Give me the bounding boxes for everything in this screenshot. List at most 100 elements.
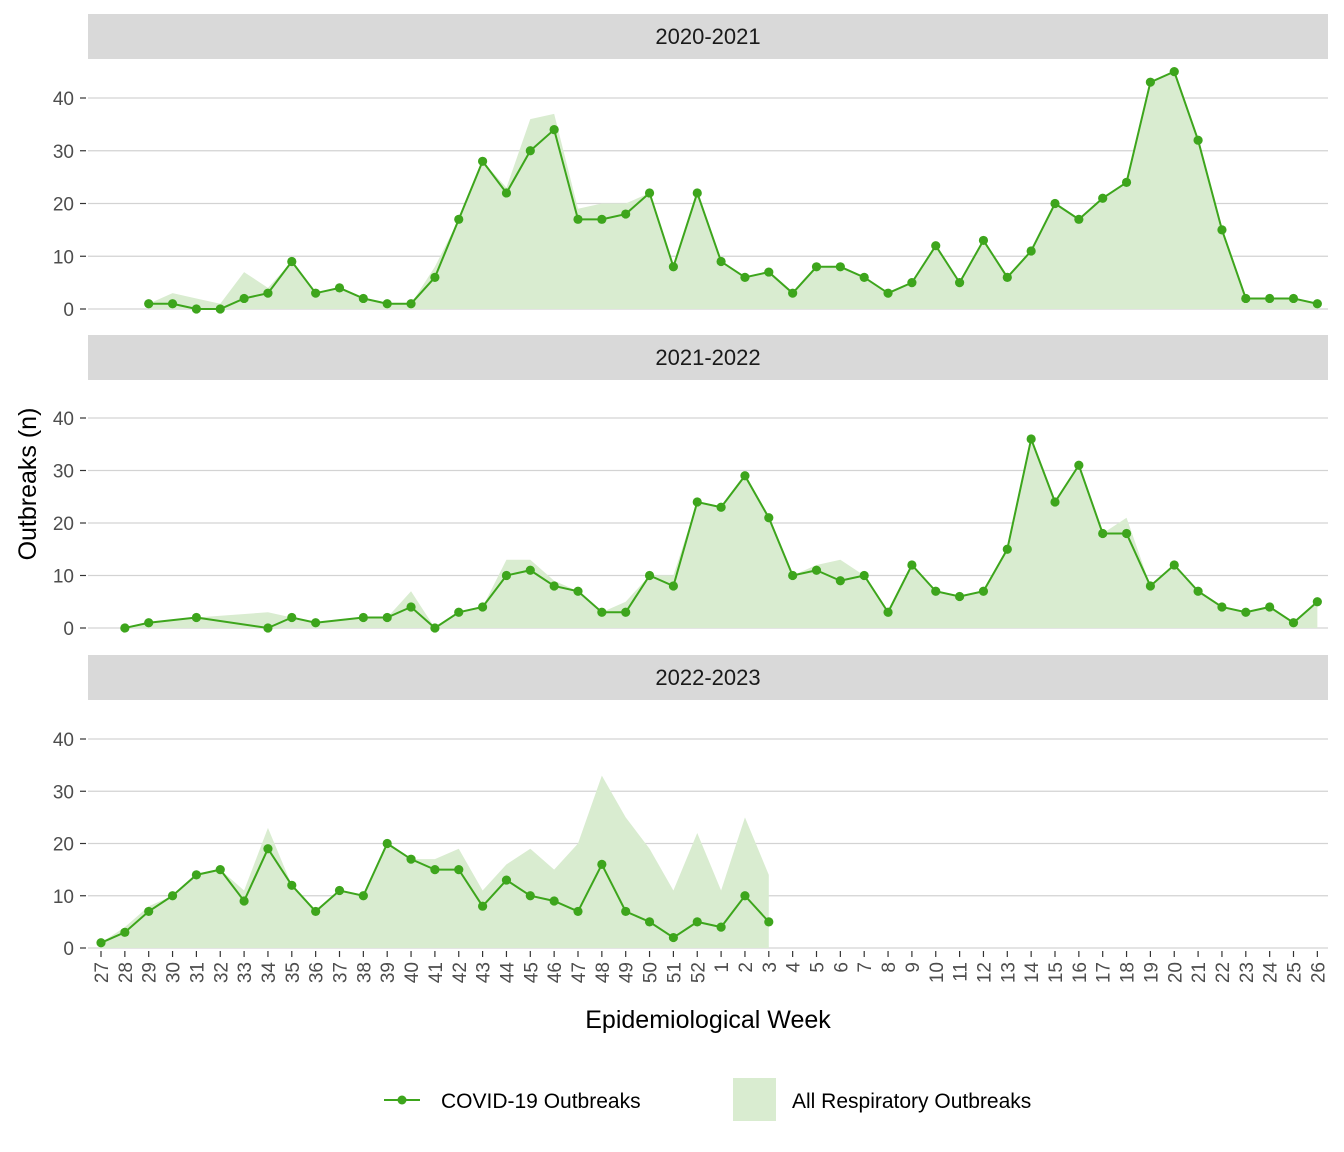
covid-point-week-13 (1002, 544, 1012, 554)
covid-point-week-42 (454, 607, 464, 617)
covid-point-week-26 (1312, 299, 1322, 309)
y-tick-label: 20 (53, 514, 74, 535)
facet-panels: 2020-20210102030402021-20220102030402022… (53, 14, 1328, 960)
covid-point-week-23 (1241, 293, 1251, 304)
covid-point-week-8 (883, 288, 893, 298)
y-tick-label: 40 (53, 409, 74, 430)
covid-point-week-27 (96, 938, 106, 948)
covid-point-week-39 (382, 838, 392, 849)
x-tick-label: 33 (235, 962, 256, 983)
covid-point-week-15 (1050, 198, 1060, 209)
covid-point-week-33 (239, 896, 249, 906)
covid-point-week-48 (597, 859, 607, 870)
covid-point-week-14 (1026, 246, 1036, 256)
facet-strip (88, 655, 1328, 700)
y-tick-label: 40 (53, 89, 74, 110)
covid-point-week-43 (478, 901, 488, 911)
covid-point-week-47 (573, 586, 583, 596)
legend-label-all-respiratory: All Respiratory Outbreaks (792, 1090, 1031, 1113)
covid-point-week-31 (191, 304, 201, 314)
covid-point-week-17 (1098, 193, 1108, 203)
covid-point-week-18 (1121, 528, 1132, 539)
x-tick-label: 46 (545, 962, 566, 983)
x-tick-label: 32 (211, 962, 232, 983)
covid-point-week-29 (144, 906, 154, 917)
covid-point-week-36 (311, 618, 321, 628)
covid-point-week-30 (167, 299, 178, 309)
x-tick-label: 8 (879, 962, 900, 973)
covid-point-week-39 (382, 612, 392, 623)
covid-point-week-37 (334, 283, 345, 293)
covid-point-week-5 (811, 262, 822, 272)
covid-point-week-34 (263, 623, 273, 633)
covid-point-week-8 (883, 607, 893, 617)
covid-point-week-51 (668, 581, 679, 591)
covid-point-week-50 (644, 188, 655, 198)
covid-point-week-41 (430, 272, 440, 282)
x-tick-label: 34 (259, 962, 280, 984)
x-tick-label: 35 (283, 962, 304, 983)
x-tick-label: 6 (831, 962, 852, 973)
y-tick-label: 20 (53, 835, 74, 856)
x-tick-label: 3 (760, 962, 781, 973)
covid-point-week-51 (668, 262, 679, 272)
x-tick-label: 4 (784, 962, 805, 973)
legend-label-covid: COVID-19 Outbreaks (441, 1090, 641, 1113)
covid-point-week-4 (788, 570, 798, 581)
covid-point-week-49 (621, 209, 631, 219)
x-tick-label: 11 (951, 962, 972, 982)
covid-point-week-10 (931, 241, 941, 251)
covid-point-week-3 (764, 267, 774, 277)
covid-point-week-11 (955, 591, 965, 602)
covid-point-week-1 (716, 922, 726, 932)
covid-point-week-2 (740, 891, 750, 901)
covid-point-week-28 (120, 623, 130, 633)
covid-point-week-21 (1193, 135, 1203, 145)
x-tick-label: 51 (664, 962, 685, 983)
covid-point-week-19 (1145, 77, 1155, 87)
covid-point-week-44 (501, 188, 512, 198)
covid-point-week-24 (1265, 602, 1275, 612)
covid-point-week-1 (716, 256, 726, 267)
covid-point-week-1 (716, 502, 726, 512)
legend-key-area (733, 1078, 776, 1121)
covid-point-week-12 (978, 235, 989, 246)
x-tick-label: 27 (92, 962, 113, 983)
covid-point-week-28 (120, 927, 130, 937)
x-tick-label: 47 (569, 962, 590, 983)
covid-point-week-52 (692, 497, 702, 507)
x-tick-label: 7 (855, 962, 876, 973)
y-tick-label: 10 (53, 247, 74, 268)
facet-panel-2020-2021: 2020-2021 0 10 20 30 40 (53, 14, 1328, 321)
covid-point-week-14 (1026, 434, 1036, 444)
x-tick-label: 23 (1237, 962, 1258, 983)
covid-point-week-32 (215, 865, 225, 875)
covid-point-week-43 (478, 602, 488, 612)
covid-point-week-5 (811, 565, 822, 575)
covid-point-week-32 (215, 304, 225, 314)
covid-point-week-42 (454, 865, 464, 875)
x-tick-label: 29 (140, 962, 161, 983)
y-tick-label: 30 (53, 462, 74, 483)
x-tick-label: 50 (641, 962, 662, 983)
x-tick-label: 38 (354, 962, 375, 983)
covid-point-week-18 (1121, 177, 1132, 187)
covid-point-week-34 (263, 288, 273, 298)
covid-point-week-20 (1169, 560, 1179, 570)
x-tick-label: 22 (1213, 962, 1234, 983)
covid-point-week-50 (644, 570, 655, 581)
covid-point-week-17 (1098, 528, 1108, 539)
facet-strip-label: 2022-2023 (655, 665, 760, 690)
covid-point-week-35 (287, 880, 297, 890)
x-tick-label: 15 (1046, 962, 1067, 983)
covid-point-week-16 (1074, 460, 1084, 470)
covid-point-week-43 (478, 156, 488, 166)
facet-strip (88, 14, 1328, 59)
covid-point-week-20 (1169, 67, 1179, 77)
legend-item-covid: COVID-19 Outbreaks (384, 1090, 641, 1113)
covid-point-week-41 (430, 623, 440, 633)
x-tick-label: 26 (1308, 962, 1329, 983)
x-tick-label: 20 (1165, 962, 1186, 983)
x-tick-label: 25 (1285, 962, 1306, 983)
